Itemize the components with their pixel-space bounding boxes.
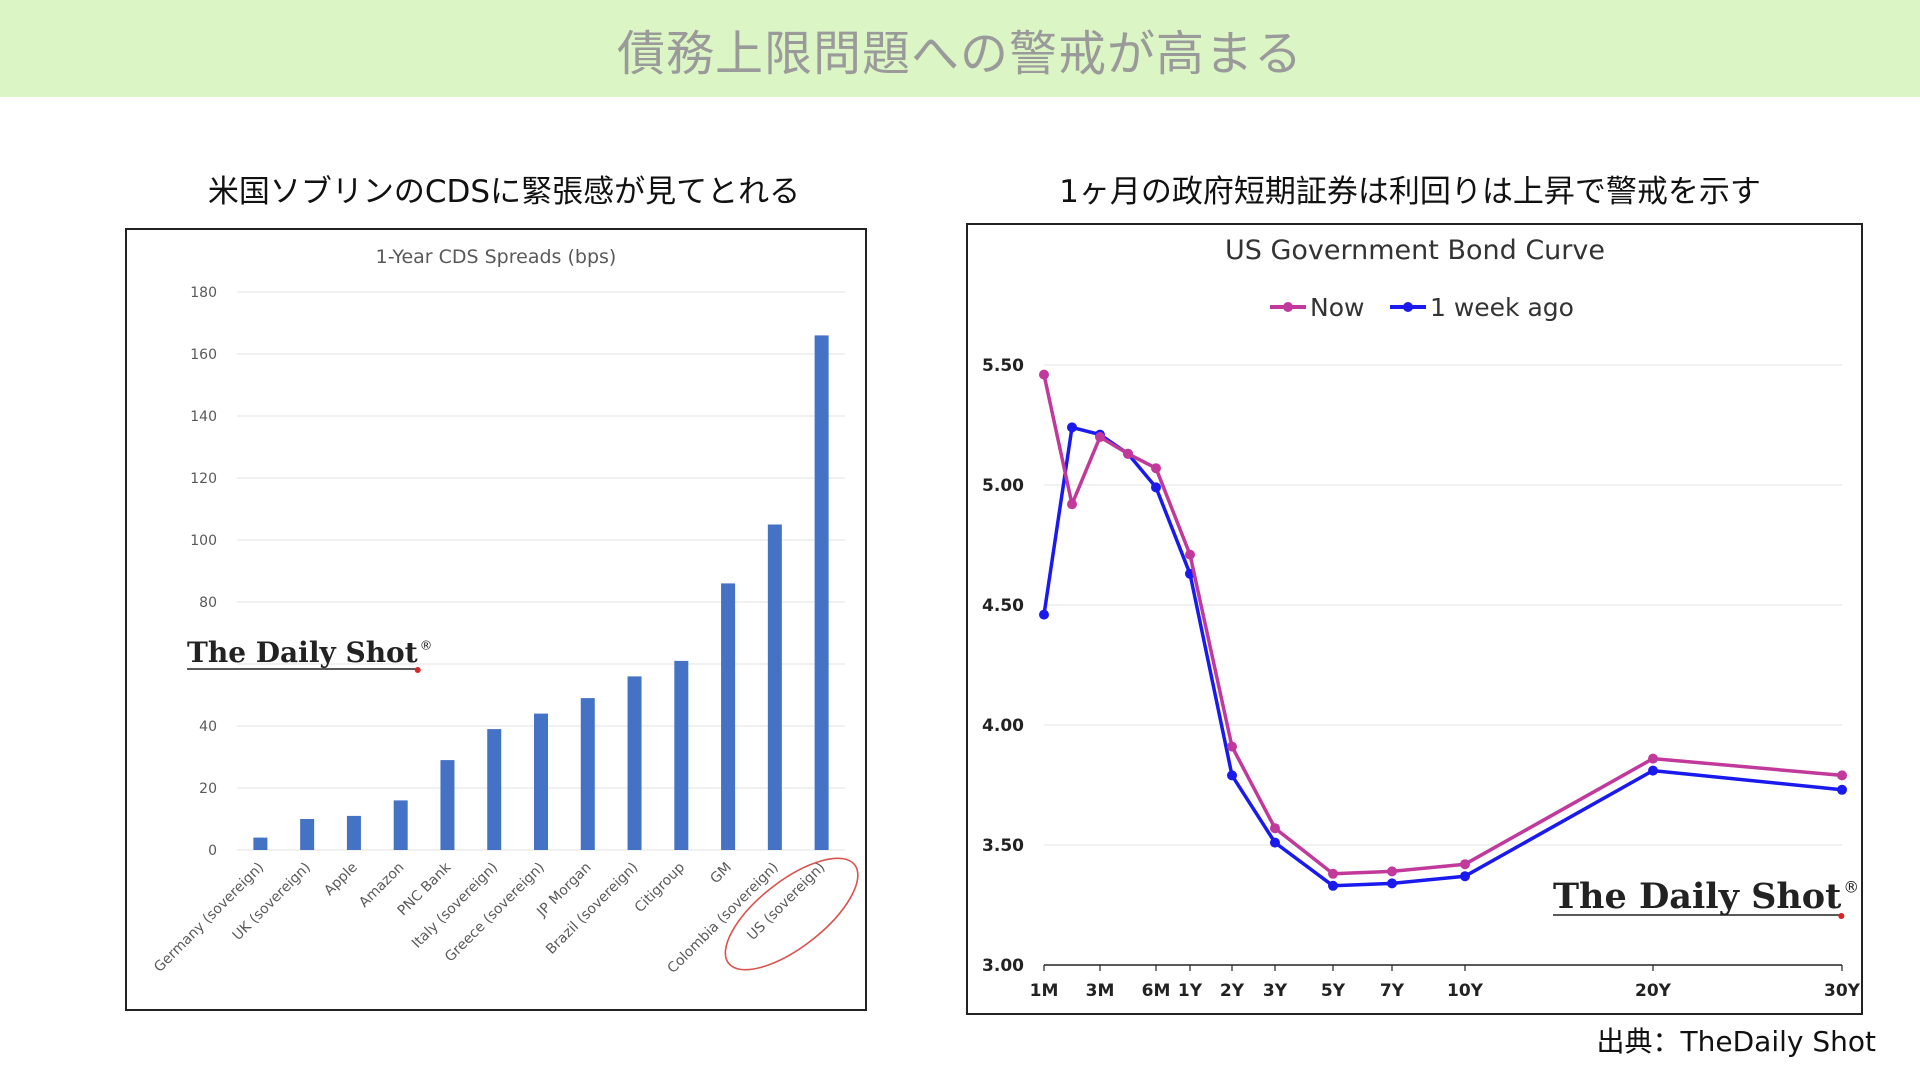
cds-ytick-label: 180 bbox=[190, 285, 217, 301]
source-note: 出典：TheDaily Shot bbox=[1596, 1025, 1876, 1058]
cds-category-label: Citigroup bbox=[632, 859, 688, 915]
bond-ytick-label: 5.00 bbox=[982, 476, 1024, 496]
week-ago-series-point bbox=[1837, 784, 1847, 795]
now-series-point bbox=[1328, 868, 1338, 879]
bond-curve-chart: US Government Bond Curve Now 1 week ago 3.0… bbox=[982, 235, 1861, 1001]
cds-bar bbox=[346, 815, 361, 850]
cds-bar bbox=[627, 676, 642, 850]
cds-category-label: Brazil (sovereign) bbox=[543, 860, 641, 958]
bond-ytick-label: 5.50 bbox=[982, 356, 1024, 376]
bond-xtick-label: 6M bbox=[1142, 981, 1171, 1001]
now-series-point bbox=[1270, 823, 1280, 834]
now-series-point bbox=[1648, 753, 1658, 764]
week-ago-series-line bbox=[1042, 425, 1843, 888]
us-highlight-circle bbox=[724, 857, 859, 971]
cds-bar bbox=[393, 800, 408, 850]
bond-xtick-label: 3Y bbox=[1263, 981, 1288, 1001]
cds-category-label: Apple bbox=[321, 860, 360, 899]
watermark-logo: The Daily Shot bbox=[187, 636, 418, 669]
watermark-dot bbox=[1838, 913, 1845, 919]
now-series-point bbox=[1095, 432, 1105, 442]
bond-legend-marker bbox=[1403, 302, 1413, 312]
watermark-dot bbox=[414, 667, 421, 673]
cds-category-label: Italy (sovereign) bbox=[409, 860, 501, 952]
week-ago-series-point bbox=[1151, 482, 1161, 493]
bond-legend-label: Now bbox=[1310, 293, 1364, 322]
cds-bar bbox=[487, 729, 502, 850]
week-ago-series-point bbox=[1270, 837, 1280, 848]
cds-bar bbox=[440, 760, 455, 850]
cds-bar bbox=[674, 660, 689, 850]
week-ago-series-point bbox=[1039, 609, 1049, 620]
bond-xtick-label: 5Y bbox=[1321, 981, 1346, 1001]
week-ago-series-point bbox=[1067, 422, 1077, 433]
now-series-point bbox=[1387, 866, 1397, 877]
bond-ytick-label: 3.00 bbox=[982, 956, 1024, 976]
cds-category-label: GM bbox=[707, 860, 735, 888]
now-series-point bbox=[1460, 859, 1470, 870]
now-series-point bbox=[1123, 448, 1133, 459]
week-ago-series-point bbox=[1328, 880, 1338, 891]
cds-bar bbox=[580, 698, 595, 850]
cds-bar bbox=[814, 335, 829, 850]
bond-xtick-label: 2Y bbox=[1220, 981, 1245, 1001]
cds-ytick-label: 140 bbox=[190, 409, 217, 425]
bond-legend-label: 1 week ago bbox=[1430, 293, 1574, 322]
week-ago-series-point bbox=[1387, 878, 1397, 889]
bond-xtick-label: 10Y bbox=[1447, 981, 1484, 1001]
bond-xtick-label: 1Y bbox=[1178, 981, 1203, 1001]
cds-bar bbox=[253, 837, 268, 850]
bond-ytick-label: 4.00 bbox=[982, 716, 1024, 736]
now-series-point bbox=[1151, 463, 1161, 474]
cds-ytick-label: 20 bbox=[199, 781, 217, 797]
cds-ytick-label: 0 bbox=[208, 843, 217, 859]
watermark-registered-mark: ® bbox=[420, 637, 433, 652]
bond-ytick-label: 3.50 bbox=[982, 836, 1024, 856]
bond-xtick-label: 20Y bbox=[1635, 981, 1672, 1001]
cds-ytick-label: 40 bbox=[199, 719, 217, 735]
bond-xtick-label: 7Y bbox=[1380, 981, 1405, 1001]
watermark-logo: The Daily Shot bbox=[1553, 876, 1841, 917]
now-series-point bbox=[1837, 770, 1847, 781]
right-chart-subtitle: 1ヶ月の政府短期証券は利回りは上昇で警戒を示す bbox=[1059, 174, 1761, 210]
cds-bar bbox=[300, 819, 315, 850]
bond-xtick-label: 30Y bbox=[1824, 981, 1861, 1001]
cds-bar bbox=[767, 524, 782, 850]
watermark-registered-mark: ® bbox=[1843, 877, 1859, 896]
cds-ytick-label: 100 bbox=[190, 533, 217, 549]
bond-xtick-label: 1M bbox=[1030, 981, 1059, 1001]
bond-legend-marker bbox=[1283, 302, 1293, 312]
cds-bar bbox=[534, 713, 548, 850]
week-ago-series-point bbox=[1227, 770, 1237, 781]
now-series-line bbox=[1042, 374, 1843, 876]
cds-bar bbox=[721, 583, 736, 850]
now-series-point bbox=[1067, 499, 1077, 510]
banner-title: 債務上限問題への警戒が高まる bbox=[616, 25, 1303, 82]
bond-chart-title: US Government Bond Curve bbox=[1225, 235, 1605, 266]
cds-chart-panel: 1-Year CDS Spreads (bps) 0 20 40 80 100 120 140… bbox=[125, 228, 867, 1011]
week-ago-series-point bbox=[1460, 871, 1470, 882]
cds-chart-title: 1-Year CDS Spreads (bps) bbox=[376, 246, 617, 268]
cds-ytick-label: 160 bbox=[190, 347, 217, 363]
now-series-point bbox=[1185, 549, 1195, 560]
cds-ytick-label: 80 bbox=[199, 595, 217, 611]
bond-curve-panel: US Government Bond Curve Now 1 week ago 3.0… bbox=[966, 223, 1863, 1015]
bond-xtick-label: 3M bbox=[1086, 981, 1115, 1001]
left-chart-subtitle: 米国ソブリンのCDSに緊張感が見てとれる bbox=[207, 174, 801, 210]
bond-ytick-label: 4.50 bbox=[982, 596, 1024, 616]
week-ago-series-point bbox=[1648, 765, 1658, 776]
now-series-point bbox=[1227, 741, 1237, 752]
cds-bar-chart: 1-Year CDS Spreads (bps) 0 20 40 80 100 120 140… bbox=[151, 246, 859, 977]
title-banner: 債務上限問題への警戒が高まる bbox=[0, 0, 1920, 97]
cds-ytick-label: 120 bbox=[190, 471, 217, 487]
now-series-point bbox=[1039, 369, 1049, 380]
